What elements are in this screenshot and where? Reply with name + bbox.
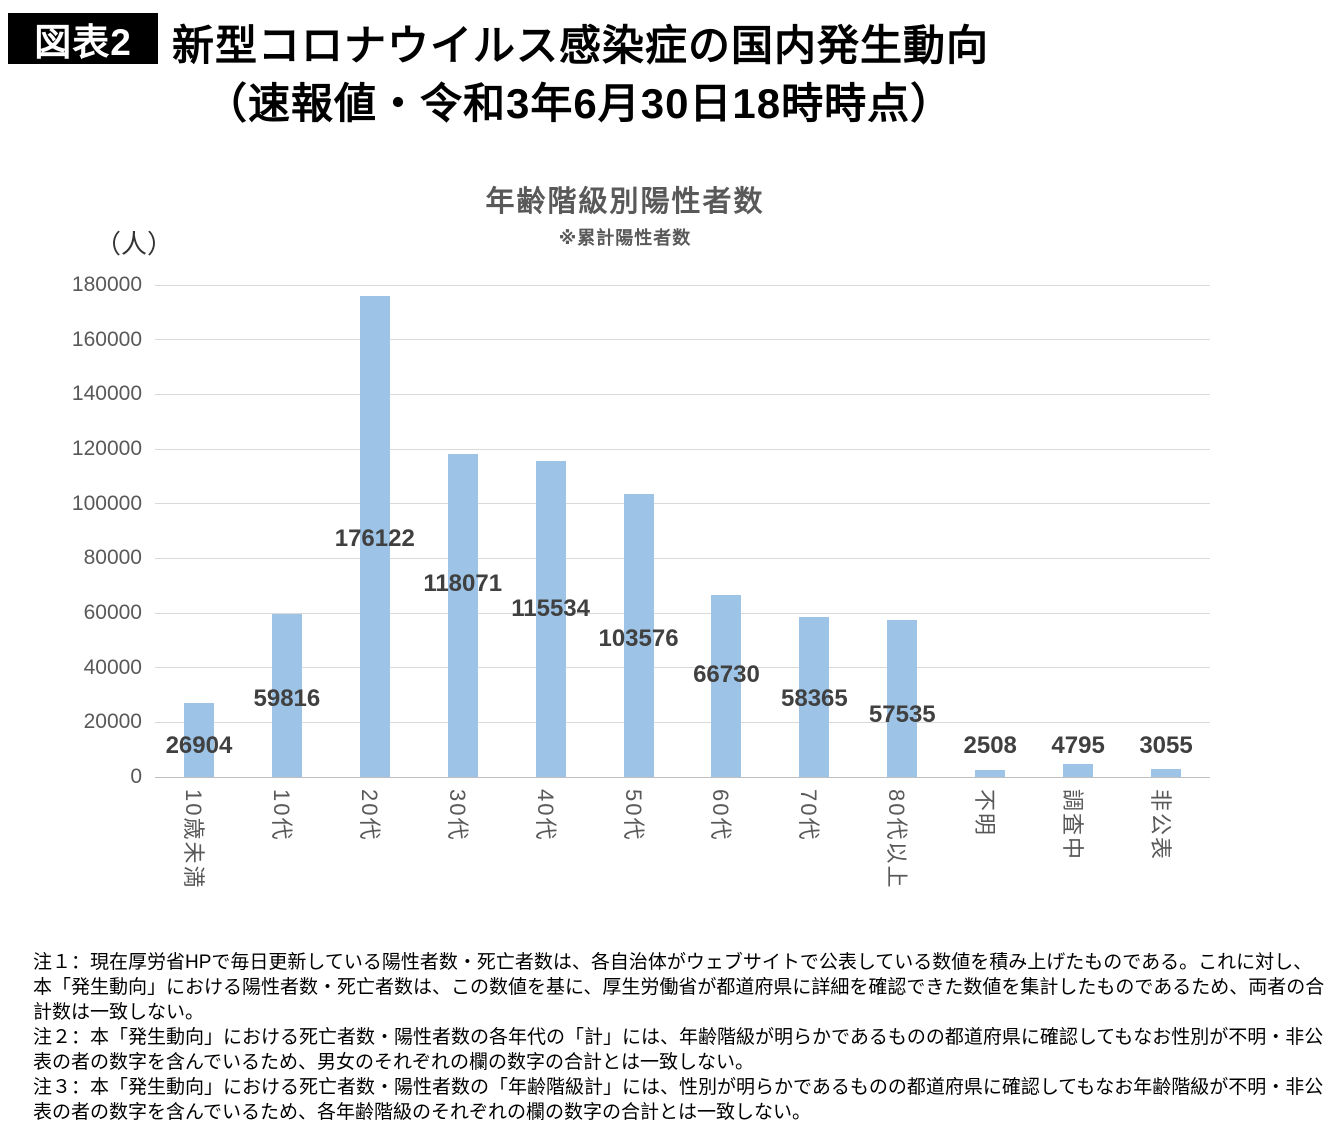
value-label: 59816 <box>253 685 321 712</box>
value-label: 176122 <box>334 525 415 552</box>
note-3: 注３：本「発生動向」における死亡者数・陽性者数の「年齢階級計」には、性別が明らか… <box>33 1077 1324 1124</box>
bar-60代 <box>711 594 742 777</box>
page-title-line1: 新型コロナウイルス感染症の国内発生動向 <box>172 22 990 69</box>
value-label: 4795 <box>1051 732 1105 759</box>
bar-非公表 <box>1151 768 1182 777</box>
x-axis-label: 80代以上 <box>884 789 910 890</box>
bar-10歳未満 <box>183 703 214 777</box>
x-axis-label: 20代 <box>356 789 382 842</box>
bar-70代 <box>799 617 830 777</box>
value-label: 58365 <box>781 685 848 712</box>
gridline <box>155 339 1210 341</box>
y-axis-tick-label: 100000 <box>71 491 142 515</box>
plot-area <box>155 284 1210 778</box>
bar-20代 <box>359 295 390 777</box>
bar-80代以上 <box>887 619 918 777</box>
chart-title: 年齢階級別陽性者数 <box>485 186 765 218</box>
y-axis-tick-label: 0 <box>130 765 142 788</box>
y-axis-tick-label: 60000 <box>83 601 142 624</box>
x-axis-label: 30代 <box>444 789 470 842</box>
x-axis-label: 10歳未満 <box>180 789 206 890</box>
x-axis-line <box>155 776 1210 778</box>
bar-40代 <box>535 461 566 777</box>
y-axis-tick-label: 140000 <box>71 382 142 406</box>
gridline <box>155 667 1210 669</box>
value-label: 3055 <box>1139 732 1193 759</box>
page-title-line2: （速報値・令和3年6月30日18時時点） <box>205 80 954 127</box>
gridline <box>155 448 1210 450</box>
x-axis-label: 60代 <box>708 789 734 842</box>
y-axis-tick-label: 160000 <box>71 327 142 351</box>
x-axis-label: 40代 <box>532 789 558 842</box>
y-axis-tick-label: 120000 <box>71 437 142 460</box>
gridline <box>155 557 1210 559</box>
footnotes: 注１：現在厚労省HPで毎日更新している陽性者数・死亡者数は、各自治体がウェブサイ… <box>33 950 1327 1126</box>
y-axis-tick-label: 20000 <box>83 710 142 734</box>
x-axis-label: 70代 <box>796 789 822 842</box>
value-label: 26904 <box>165 732 233 759</box>
gridline <box>155 612 1210 614</box>
gridline <box>155 284 1210 286</box>
y-axis-tick-label: 180000 <box>71 273 142 296</box>
y-axis-tick-label: 40000 <box>83 655 142 679</box>
value-label: 103576 <box>598 625 679 652</box>
value-label: 118071 <box>423 570 503 597</box>
y-axis-tick-label: 80000 <box>83 546 142 570</box>
bar-30代 <box>447 454 478 777</box>
x-axis-label: 10代 <box>268 789 294 842</box>
note-1: 注１：現在厚労省HPで毎日更新している陽性者数・死亡者数は、各自治体がウェブサイ… <box>33 952 1325 1024</box>
bar-調査中 <box>1063 763 1094 777</box>
gridline <box>155 393 1210 395</box>
bar-10代 <box>271 613 302 777</box>
gridline <box>155 503 1210 505</box>
x-axis-label: 50代 <box>620 789 646 842</box>
bar-不明 <box>975 770 1006 777</box>
figure-tag: 図表2 <box>8 13 158 64</box>
note-2: 注２：本「発生動向」における死亡者数・陽性者数の各年代の「計」には、年齢階級が明… <box>33 1027 1324 1074</box>
value-label: 57535 <box>868 701 936 728</box>
bar-50代 <box>623 493 654 777</box>
value-label: 2508 <box>963 732 1017 759</box>
x-axis-label: 不明 <box>972 789 998 838</box>
value-label: 115534 <box>511 595 590 622</box>
gridline <box>155 721 1210 723</box>
value-label: 66730 <box>693 661 760 688</box>
x-axis-label: 調査中 <box>1060 789 1086 862</box>
y-axis-unit-label: （人） <box>95 229 174 259</box>
x-axis-label: 非公表 <box>1148 789 1174 862</box>
chart-subtitle: ※累計陽性者数 <box>558 228 692 248</box>
